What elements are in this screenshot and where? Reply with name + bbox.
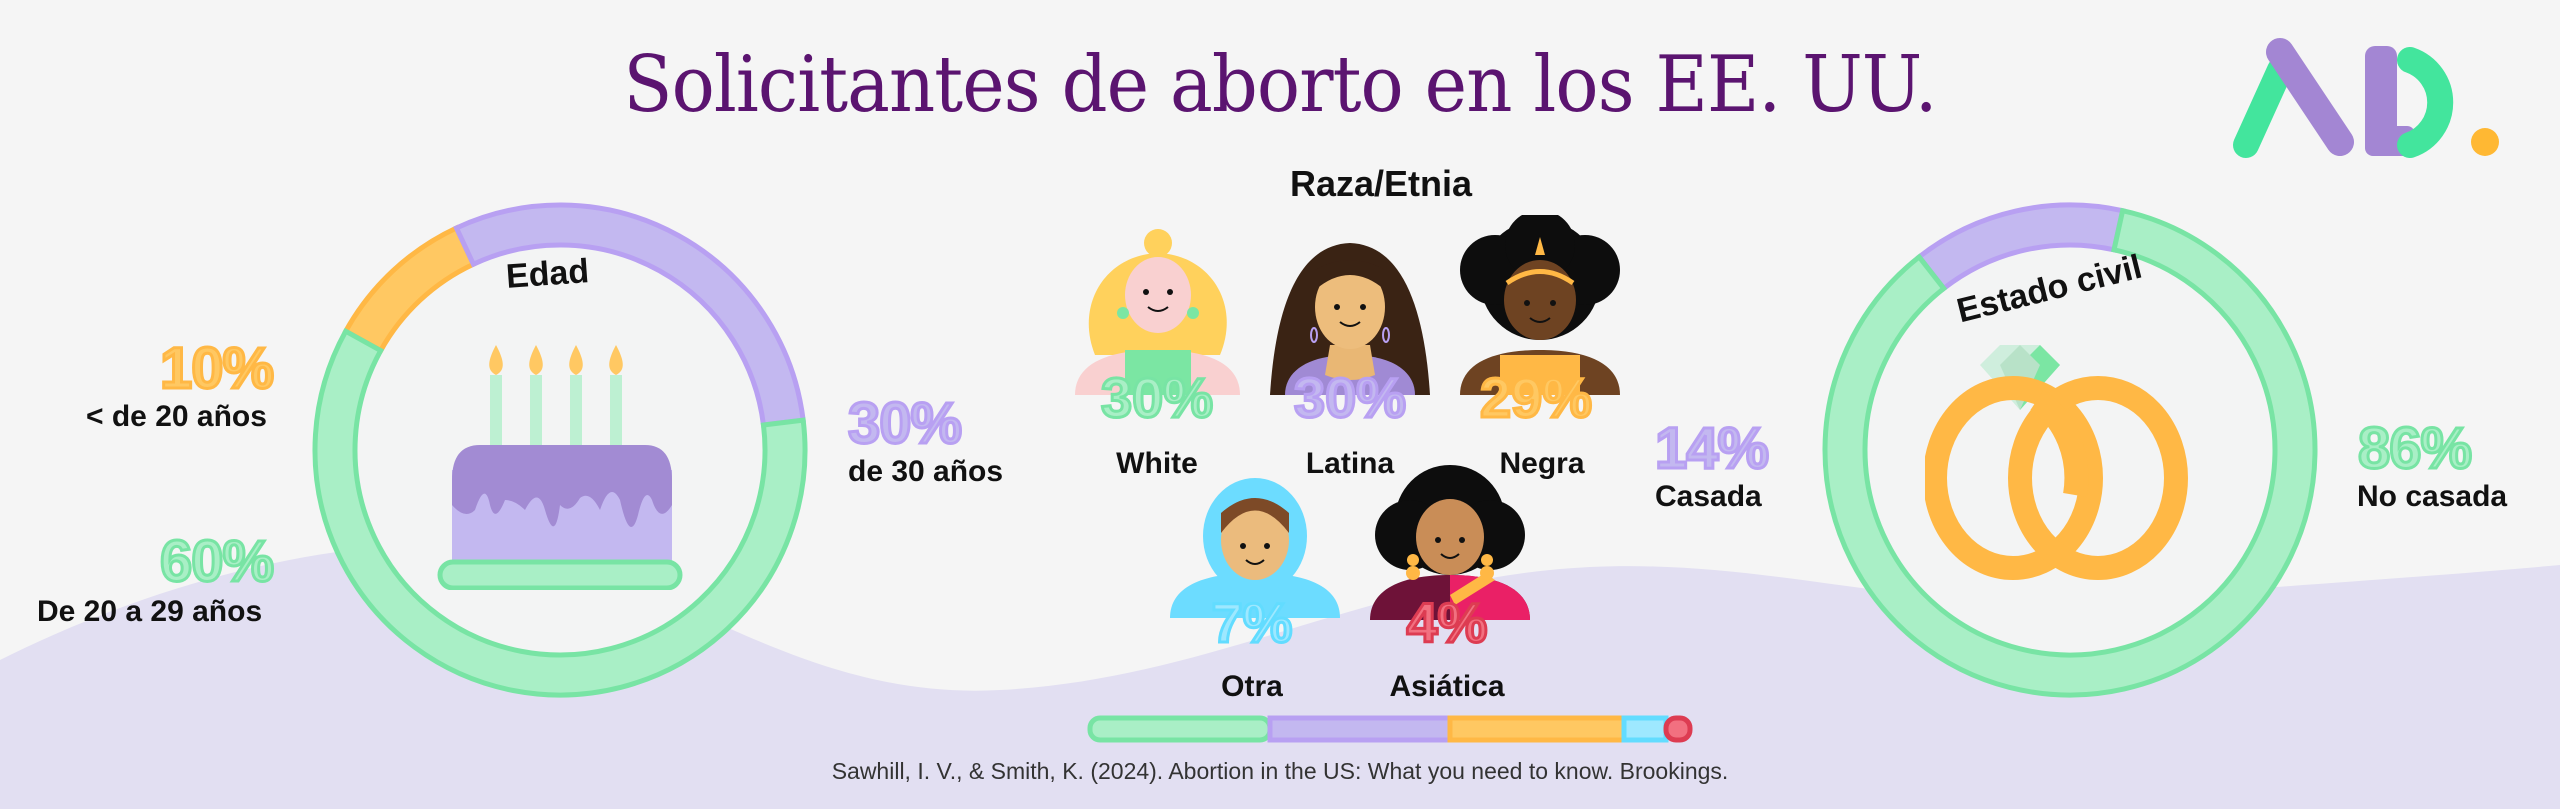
race-bar-segment-otra: [1621, 715, 1669, 743]
latina-woman-avatar: [1270, 243, 1430, 395]
age-20-29-percent: 60%: [158, 528, 275, 596]
race-stacked-bar: [1087, 715, 1693, 743]
race-white-percent: 30%: [1099, 365, 1214, 431]
black-woman-avatar: [1460, 215, 1620, 395]
age-under20-percent: 10%: [158, 335, 275, 403]
age-30plus-label: de 30 años: [848, 455, 1004, 488]
wedding-rings-icon: [1925, 345, 2188, 580]
race-bar-segment-latina: [1267, 715, 1453, 743]
race-asiatica-label: Asiática: [1389, 670, 1505, 703]
marital-casada-label: Casada: [1655, 480, 1762, 513]
birthday-cake-icon: [437, 345, 683, 590]
asian-woman-avatar: [1370, 465, 1530, 620]
source-citation: Sawhill, I. V., & Smith, K. (2024). Abor…: [831, 758, 1729, 784]
race-heading: Raza/Etnia: [1290, 163, 1473, 204]
race-bar-segment-negra: [1447, 715, 1627, 743]
race-latina-percent: 30%: [1292, 365, 1407, 431]
marital-casada-percent: 14%: [1653, 415, 1770, 483]
race-otra-label: Otra: [1221, 670, 1283, 703]
marital-nocasada-label: No casada: [2357, 480, 2508, 513]
age-heading: Edad: [504, 252, 591, 296]
age-30plus-percent: 30%: [846, 390, 963, 458]
white-woman-avatar: [1075, 229, 1240, 395]
age-20-29-label: De 20 a 29 años: [37, 595, 263, 628]
marital-nocasada-percent: 86%: [2356, 415, 2473, 483]
race-asiatica-percent: 4%: [1405, 590, 1489, 656]
race-latina-label: Latina: [1305, 447, 1395, 480]
hijab-woman-avatar: [1170, 478, 1340, 618]
race-otra-percent: 7%: [1210, 590, 1294, 656]
race-white-label: White: [1116, 447, 1198, 480]
race-negra-label: Negra: [1499, 447, 1585, 480]
page-title: Solicitantes de aborto en los EE. UU.: [623, 40, 1937, 130]
age-under20-label: < de 20 años: [86, 400, 267, 433]
race-bar-segment-white: [1087, 715, 1273, 743]
race-negra-percent: 29%: [1478, 365, 1593, 431]
race-bar-segment-asiática: [1663, 715, 1693, 743]
ad-logo: [2233, 38, 2499, 158]
age-donut-segment-2: [312, 327, 808, 698]
marital-donut-segment-1: [1822, 207, 2318, 698]
